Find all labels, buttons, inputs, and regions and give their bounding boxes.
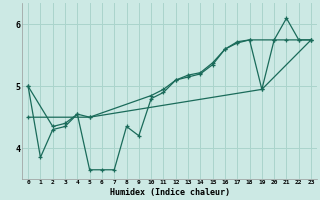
X-axis label: Humidex (Indice chaleur): Humidex (Indice chaleur) <box>109 188 229 197</box>
